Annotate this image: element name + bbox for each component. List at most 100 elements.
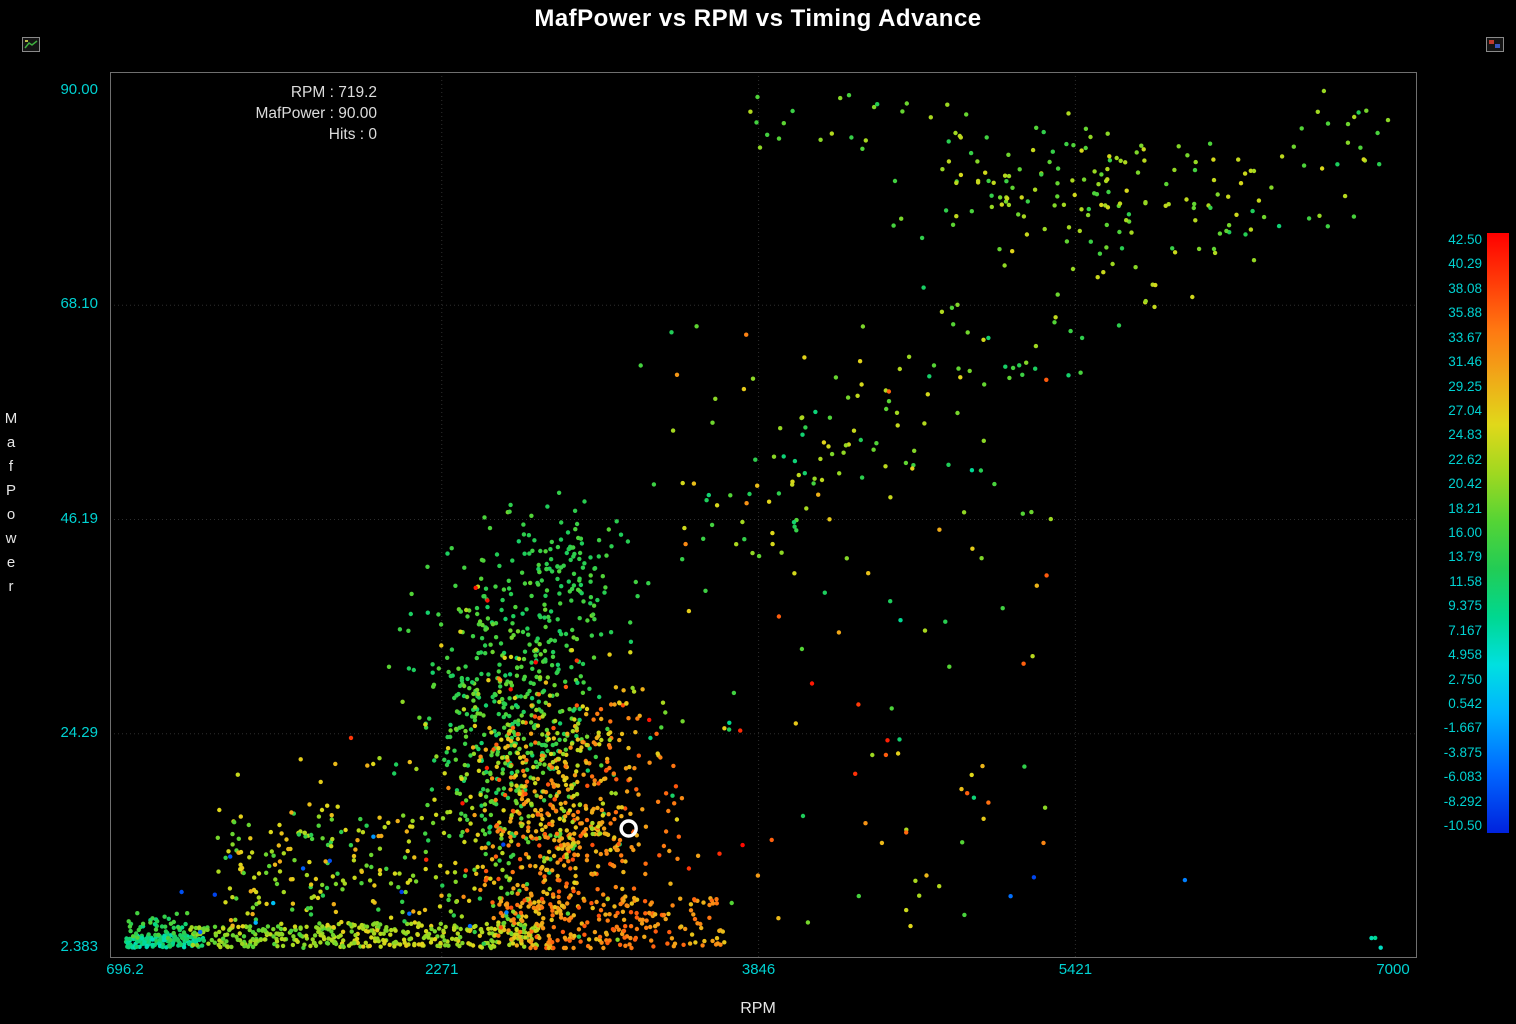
data-point (635, 594, 640, 599)
data-point (1019, 195, 1024, 200)
data-point (215, 835, 220, 840)
data-point (522, 649, 528, 654)
data-point (521, 522, 526, 527)
mini-chart-window-icon[interactable] (1486, 37, 1504, 52)
data-point (997, 195, 1003, 200)
data-point (289, 928, 294, 933)
data-point (545, 675, 550, 680)
data-point (543, 680, 549, 685)
data-point (548, 751, 554, 757)
data-point (632, 895, 637, 901)
cursor-marker-ring[interactable] (619, 819, 638, 838)
data-point (520, 629, 526, 635)
data-point (1044, 377, 1049, 382)
data-point (572, 717, 577, 722)
data-point (498, 684, 503, 689)
data-point (575, 680, 580, 685)
data-point (594, 937, 599, 942)
data-point (612, 904, 617, 909)
data-point (573, 873, 578, 879)
data-point (455, 931, 460, 936)
data-point (640, 687, 645, 692)
data-point (567, 707, 572, 712)
data-point (504, 874, 509, 879)
data-point (962, 912, 967, 918)
data-point (526, 632, 531, 637)
data-point (392, 940, 397, 945)
data-point (437, 904, 443, 909)
data-point (529, 513, 534, 518)
data-point (466, 898, 472, 903)
data-point (903, 460, 909, 466)
data-point (512, 935, 517, 940)
data-point (956, 366, 961, 371)
data-point (822, 590, 827, 595)
data-point (578, 833, 583, 839)
data-point (402, 855, 408, 860)
data-point (755, 483, 760, 488)
y-axis-title-letter: f (8, 458, 14, 475)
data-point (126, 919, 131, 924)
data-point (508, 654, 514, 660)
data-point (511, 886, 516, 891)
data-point (134, 944, 139, 949)
data-point (271, 900, 276, 906)
data-point (579, 591, 584, 596)
data-point (726, 727, 732, 732)
data-point (490, 844, 496, 849)
data-point (532, 714, 538, 719)
data-point (392, 944, 397, 949)
data-point (493, 854, 499, 859)
data-point (153, 927, 159, 932)
data-point (1064, 239, 1070, 244)
data-point (792, 458, 798, 464)
data-point (955, 410, 960, 416)
data-point (636, 792, 641, 797)
data-point (874, 441, 879, 446)
data-point (1142, 158, 1147, 163)
data-point (630, 685, 635, 691)
data-point (657, 853, 662, 858)
data-point (753, 457, 758, 462)
data-point (1055, 292, 1060, 297)
data-point (188, 935, 193, 940)
data-point (479, 740, 484, 746)
data-point (1369, 935, 1374, 941)
data-point (312, 940, 317, 946)
data-point (937, 884, 942, 889)
data-point (888, 495, 893, 500)
data-point (707, 902, 712, 908)
data-point (592, 566, 597, 571)
data-point (400, 899, 405, 904)
cursor-marker-center (624, 824, 633, 833)
data-point (921, 285, 926, 290)
data-point (1215, 192, 1220, 197)
data-point (680, 557, 685, 562)
data-point (661, 912, 667, 918)
data-point (438, 940, 443, 946)
data-point (632, 937, 638, 942)
data-point (148, 920, 153, 925)
data-point (521, 925, 527, 930)
data-point (522, 551, 527, 556)
data-point (275, 924, 281, 929)
data-point (1034, 125, 1039, 130)
data-point (388, 915, 394, 920)
data-point (965, 330, 970, 335)
data-point (537, 715, 542, 721)
data-point (989, 204, 994, 210)
data-point (924, 873, 929, 878)
data-point (445, 551, 450, 556)
data-point (533, 740, 538, 745)
data-point (412, 855, 417, 860)
data-point (377, 756, 382, 761)
data-point (491, 915, 496, 921)
mini-chart-window-icon[interactable] (22, 37, 40, 52)
data-point (545, 811, 550, 816)
data-point (508, 775, 514, 780)
data-point (352, 875, 357, 880)
data-point (663, 829, 669, 834)
data-point (225, 932, 230, 937)
data-point (483, 651, 488, 656)
